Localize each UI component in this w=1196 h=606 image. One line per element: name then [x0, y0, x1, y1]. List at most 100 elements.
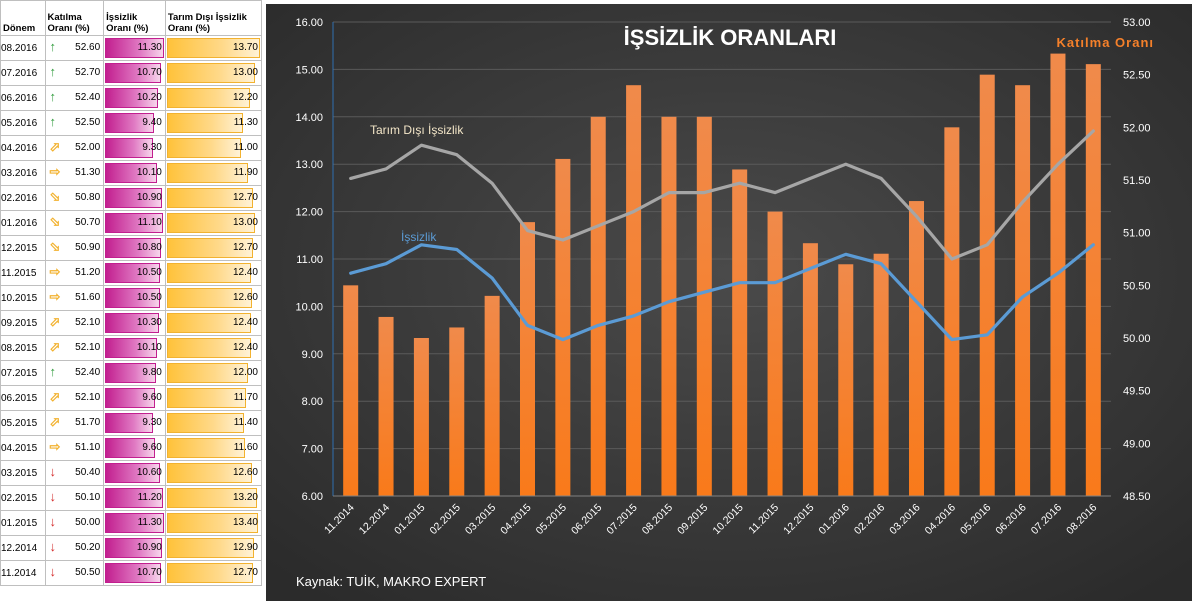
nonagri-value: 11.00 [233, 142, 258, 153]
nonagri-value: 12.40 [232, 267, 258, 278]
table-row: 05.2015 ⬀ 51.70 9.30 11.40 [0, 410, 263, 436]
table-row: 03.2015 ↓ 50.40 10.60 12.60 [0, 460, 263, 486]
header-participation: Katılma Oranı (%) [44, 0, 105, 36]
cell-participation: ↓ 50.50 [44, 560, 105, 586]
unemployment-data-bar [105, 363, 156, 383]
participation-bars [343, 53, 1101, 497]
cell-participation: ⇨ 51.30 [44, 160, 105, 186]
cell-participation: ⇨ 51.10 [44, 435, 105, 461]
y-left-tick-label: 15.00 [295, 64, 323, 76]
y-left-tick-label: 11.00 [296, 254, 323, 266]
unemployment-value: 10.10 [136, 167, 162, 178]
participation-value: 52.40 [75, 92, 101, 103]
cell-participation: ⇨ 51.60 [44, 285, 105, 311]
cell-nonagri: 12.70 [164, 235, 263, 261]
cell-participation: ⬀ 52.10 [44, 335, 105, 361]
nonagri-data-bar [166, 338, 251, 358]
nonagri-value: 11.90 [233, 167, 258, 178]
nonagri-data-bar [166, 538, 255, 558]
cell-nonagri: 12.70 [164, 560, 263, 586]
table-row: 12.2015 ⬂ 50.90 10.80 12.70 [0, 235, 263, 261]
cell-participation: ⬀ 52.10 [44, 310, 105, 336]
cell-unemployment: 10.10 [103, 335, 166, 361]
unemployment-value: 9.60 [142, 442, 162, 453]
cell-nonagri: 13.00 [164, 60, 263, 86]
nonagri-data-bar [166, 288, 253, 308]
cell-period: 04.2015 [0, 435, 46, 461]
participation-bar [696, 116, 712, 497]
participation-bar [873, 253, 889, 496]
participation-value: 50.70 [75, 217, 101, 228]
line-series [349, 129, 1095, 342]
table-row: 11.2015 ⇨ 51.20 10.50 12.40 [0, 260, 263, 286]
arrow-right-icon: ⇨ [49, 289, 61, 304]
table-row: 01.2016 ⬂ 50.70 11.10 13.00 [0, 210, 263, 236]
arrow-up-right-icon: ⬀ [49, 389, 61, 404]
unemployment-value: 10.90 [136, 542, 162, 553]
cell-nonagri: 13.20 [164, 485, 263, 511]
nonagri-value: 12.60 [232, 292, 258, 303]
y-left-tick-label: 12.00 [295, 207, 323, 219]
nonagri-data-bar [166, 213, 256, 233]
participation-bar [626, 85, 642, 496]
cell-unemployment: 10.20 [103, 85, 166, 111]
table-row: 12.2014 ↓ 50.20 10.90 12.90 [0, 535, 263, 561]
y-left-tick-label: 6.00 [302, 491, 323, 503]
nonagri-value: 13.00 [232, 217, 258, 228]
nonagri-value: 12.70 [232, 192, 258, 203]
data-table: Dönem Katılma Oranı (%) İşsizlik Oranı (… [0, 0, 263, 586]
cell-unemployment: 10.80 [103, 235, 166, 261]
participation-bar [484, 295, 500, 496]
participation-value: 52.70 [75, 67, 101, 78]
unemployment-data-bar [105, 463, 161, 483]
table-row: 04.2016 ⬀ 52.00 9.30 11.00 [0, 135, 263, 161]
cell-period: 03.2015 [0, 460, 46, 486]
unemployment-value: 10.50 [136, 292, 162, 303]
cell-nonagri: 13.40 [164, 510, 263, 536]
chart-panel: 6.00 7.00 8.00 9.00 10.00 11.00 12.00 13.00 14.0… [266, 4, 1192, 601]
participation-bar [378, 316, 394, 496]
nonagri-data-bar [166, 488, 257, 508]
nonagri-value: 11.70 [233, 392, 258, 403]
participation-bar [944, 127, 960, 496]
unemployment-value: 9.30 [142, 142, 162, 153]
participation-bar [838, 264, 854, 496]
participation-value: 52.00 [75, 142, 101, 153]
cell-unemployment: 10.10 [103, 160, 166, 186]
nonagri-data-bar [166, 463, 253, 483]
unemployment-data-bar [105, 338, 158, 358]
participation-value: 52.60 [75, 42, 101, 53]
table-row: 07.2016 ↑ 52.70 10.70 13.00 [0, 60, 263, 86]
cell-nonagri: 13.00 [164, 210, 263, 236]
nonagri-value: 12.40 [232, 342, 258, 353]
cell-nonagri: 12.40 [164, 260, 263, 286]
nonagri-data-bar [166, 88, 250, 108]
unemployment-data-bar [105, 313, 159, 333]
unemployment-value: 11.10 [137, 217, 162, 228]
cell-nonagri: 12.00 [164, 360, 263, 386]
participation-value: 50.90 [75, 242, 101, 253]
unemployment-line [349, 243, 1095, 342]
participation-bar [413, 338, 429, 496]
nonagri-data-bar [166, 63, 256, 83]
nonagri-value: 13.40 [232, 517, 258, 528]
cell-period: 02.2016 [0, 185, 46, 211]
chart-svg: 6.00 7.00 8.00 9.00 10.00 11.00 12.00 13.00 14.0… [266, 4, 1192, 601]
unemployment-data-bar [105, 288, 160, 308]
arrow-down-right-icon: ⬂ [49, 239, 61, 254]
cell-participation: ↑ 52.50 [44, 110, 105, 136]
data-table-panel: Dönem Katılma Oranı (%) İşsizlik Oranı (… [0, 0, 263, 605]
series-label-unemployment: İşsizlik [401, 230, 437, 244]
arrow-down-icon: ↓ [49, 564, 57, 579]
y-right-tick-label: 50.00 [1123, 333, 1151, 345]
participation-bar [590, 116, 606, 497]
cell-unemployment: 10.90 [103, 185, 166, 211]
cell-unemployment: 10.50 [103, 260, 166, 286]
participation-bar [909, 201, 924, 497]
unemployment-data-bar [105, 138, 154, 158]
header-period: Dönem [0, 0, 46, 36]
cell-period: 05.2015 [0, 410, 46, 436]
header-unemployment: İşsizlik Oranı (%) [103, 0, 166, 36]
unemployment-data-bar [105, 538, 162, 558]
cell-unemployment: 9.30 [103, 410, 166, 436]
